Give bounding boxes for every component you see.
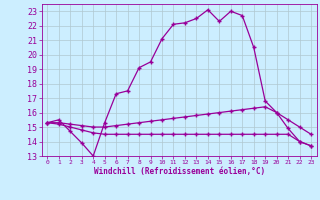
X-axis label: Windchill (Refroidissement éolien,°C): Windchill (Refroidissement éolien,°C): [94, 167, 265, 176]
